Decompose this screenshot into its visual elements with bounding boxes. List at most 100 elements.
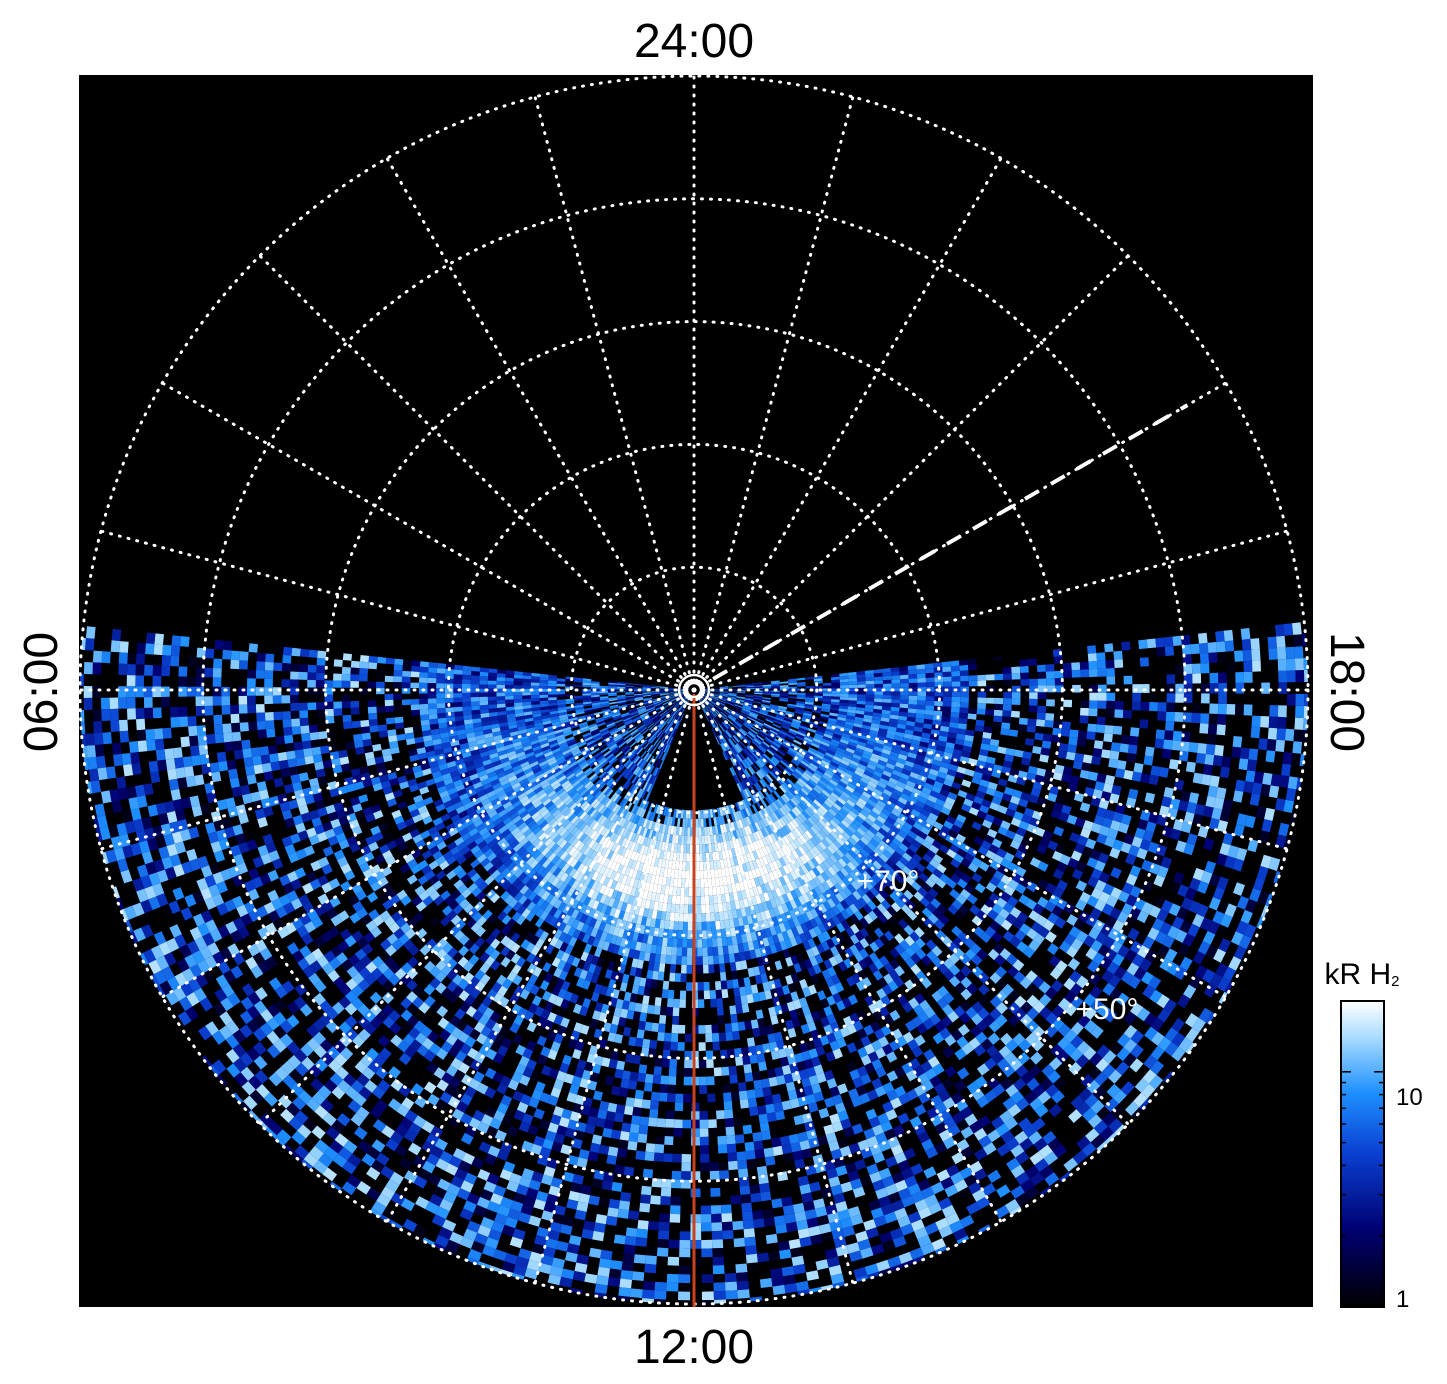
- heatmap-cell: [660, 722, 667, 730]
- heatmap-cell: [669, 912, 675, 922]
- heatmap-cell: [797, 731, 806, 737]
- heatmap-cell: [427, 693, 437, 699]
- heatmap-cell: [715, 704, 723, 710]
- heatmap-cell: [708, 721, 713, 730]
- heatmap-cell: [754, 821, 761, 831]
- heatmap-cell: [661, 699, 671, 703]
- heatmap-cell: [672, 709, 678, 717]
- heatmap-cell: [645, 810, 651, 820]
- heatmap-cell: [839, 696, 849, 701]
- heatmap-cell: [699, 844, 703, 854]
- heatmap-cell: [683, 913, 689, 922]
- heatmap-cell: [588, 784, 597, 793]
- heatmap-cell: [744, 698, 754, 701]
- heatmap-cell: [959, 664, 969, 671]
- heatmap-cell: [942, 671, 952, 677]
- heatmap-cell: [733, 723, 741, 730]
- heatmap-cell: [607, 800, 615, 810]
- heatmap-cell: [670, 903, 676, 913]
- heatmap-cell: [741, 725, 750, 732]
- heatmap-cell: [994, 697, 1004, 705]
- heatmap-cell: [891, 699, 901, 704]
- heatmap-cell: [642, 684, 652, 687]
- heatmap-cell: [790, 798, 799, 807]
- heatmap-cell: [667, 989, 675, 999]
- heatmap-cell: [680, 835, 685, 845]
- heatmap-cell: [671, 817, 676, 827]
- heatmap-cell: [793, 739, 802, 746]
- heatmap-cell: [633, 756, 641, 764]
- heatmap-cell: [593, 734, 602, 741]
- heatmap-cell: [695, 827, 699, 837]
- heatmap-cell: [1008, 729, 1019, 737]
- heatmap-cell: [707, 835, 712, 845]
- heatmap-cell: [672, 710, 679, 718]
- heatmap-cell: [618, 827, 626, 837]
- heatmap-cell: [675, 895, 681, 905]
- heatmap-cell: [993, 715, 1003, 723]
- heatmap-cell: [628, 708, 637, 713]
- heatmap-cell: [585, 738, 595, 744]
- heatmap-cell: [696, 896, 701, 905]
- heatmap-cell: [738, 772, 744, 782]
- heatmap-cell: [630, 729, 639, 736]
- heatmap-cell: [737, 752, 745, 761]
- heatmap-cell: [857, 697, 866, 702]
- heatmap-cell: [725, 823, 730, 833]
- heatmap-cell: [813, 772, 823, 780]
- heatmap-cell: [715, 920, 721, 930]
- heatmap-cell: [788, 799, 796, 809]
- heatmap-cell: [742, 759, 750, 768]
- heatmap-cell: [924, 663, 934, 669]
- heatmap-cell: [675, 720, 680, 729]
- heatmap-cell: [925, 705, 935, 711]
- heatmap-cell: [393, 682, 402, 689]
- heatmap-cell: [603, 763, 612, 772]
- heatmap-cell: [633, 718, 642, 724]
- heatmap-cell: [530, 692, 540, 696]
- heatmap-cell: [814, 733, 824, 739]
- heatmap-cell: [770, 757, 779, 765]
- heatmap-cell: [540, 742, 550, 749]
- heatmap-cell: [626, 761, 634, 770]
- heatmap-cell: [782, 793, 791, 802]
- heatmap-cell: [571, 728, 581, 734]
- heatmap-cell: [617, 740, 626, 747]
- heatmap-cell: [539, 739, 549, 746]
- heatmap-cell: [714, 705, 722, 711]
- heatmap-cell: [796, 780, 805, 788]
- heatmap-cell: [617, 817, 625, 826]
- heatmap-cell: [602, 734, 612, 740]
- heatmap-cell: [779, 693, 789, 697]
- heatmap-cell: [993, 709, 1003, 717]
- heatmap-cell: [724, 705, 733, 710]
- heatmap-cell: [786, 789, 795, 798]
- heatmap-cell: [643, 718, 652, 725]
- heatmap-cell: [558, 709, 567, 714]
- heatmap-cell: [542, 748, 552, 755]
- heatmap-cell: [742, 770, 749, 779]
- heatmap-cell: [671, 946, 678, 956]
- heatmap-cell: [627, 831, 634, 841]
- heatmap-cell: [697, 990, 705, 1000]
- heatmap-cell: [721, 710, 729, 717]
- heatmap-cell: [648, 745, 655, 754]
- heatmap-cell: [717, 946, 724, 956]
- heatmap-cell: [744, 697, 754, 700]
- heatmap-cell: [759, 729, 768, 736]
- heatmap-cell: [744, 700, 753, 704]
- heatmap-cell: [634, 734, 643, 741]
- heatmap-cell: [615, 774, 623, 783]
- heatmap-cell: [753, 813, 760, 822]
- heatmap-cell: [711, 929, 717, 939]
- heatmap-cell: [685, 818, 689, 828]
- heatmap-cell: [663, 724, 670, 733]
- heatmap-cell: [599, 696, 609, 699]
- heatmap-cell: [916, 673, 926, 679]
- heatmap-cell: [681, 964, 687, 974]
- heatmap-cell: [635, 722, 644, 728]
- heatmap-cell: [655, 813, 661, 823]
- heatmap-cell: [751, 823, 758, 833]
- heatmap-cell: [608, 756, 617, 764]
- heatmap-cell: [784, 716, 794, 721]
